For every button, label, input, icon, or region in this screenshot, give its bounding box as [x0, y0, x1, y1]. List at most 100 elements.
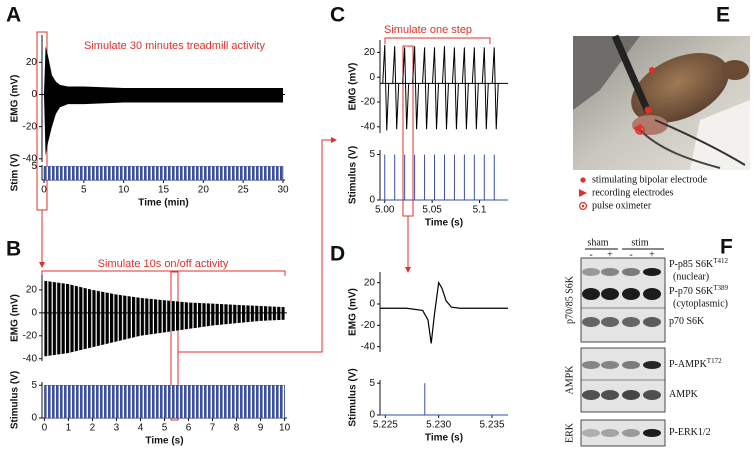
y-tick-label: -40 — [23, 153, 38, 164]
blot-band — [582, 429, 600, 437]
x-tick-label: 4 — [138, 423, 144, 434]
annotation: Simulate 10s on/off activity — [98, 258, 229, 270]
x-tick-label: 2 — [90, 423, 96, 434]
chart-panel: -40 -20 0 20 EMG (mV) — [348, 272, 508, 352]
y-tick-label: 20 — [26, 285, 38, 296]
blot-band — [582, 268, 600, 276]
x-tick-label: 15 — [158, 185, 170, 196]
blot-band — [643, 317, 661, 327]
photo-legend: stimulating bipolar electrode recording … — [578, 174, 708, 211]
y-tick-label: 0 — [31, 89, 37, 100]
blot-band — [622, 390, 640, 400]
band-name: p70 S6K — [669, 316, 705, 327]
blot-band — [643, 429, 661, 437]
chart-panel: 5 Stim (V) 0 5 10 15 20 25 30 Time (min) — [10, 154, 289, 209]
spike — [471, 47, 479, 130]
photo — [573, 34, 750, 170]
y-tick-label: 0 — [31, 413, 37, 424]
band-note: (cytoplasmic) — [673, 298, 728, 309]
x-tick-label: 5.1 — [473, 205, 487, 216]
y-tick-label: -20 — [361, 320, 376, 331]
x-tick-label: 5.225 — [373, 420, 398, 431]
blot-band — [622, 268, 640, 276]
blot-band — [582, 317, 600, 327]
red-guides — [36, 31, 491, 421]
band-label: P-p70 S6KT389 — [669, 284, 728, 298]
y-tick-label: -20 — [23, 330, 38, 341]
legend-entry: recording electrodes — [592, 187, 673, 198]
band-site: T412 — [713, 257, 728, 265]
y-tick-label: 5 — [31, 380, 37, 391]
blot-band — [582, 390, 600, 400]
panel-letter: B — [6, 238, 21, 261]
panel-letter: E — [716, 4, 730, 27]
y-tick-label: -40 — [23, 353, 38, 364]
y-tick-label: 0 — [369, 410, 375, 421]
y-tick-label: -20 — [361, 97, 376, 108]
spike — [382, 44, 390, 131]
x-axis-label: Time (s) — [425, 433, 463, 444]
x-tick-label: 7 — [210, 423, 216, 434]
lane-label: - — [589, 249, 592, 260]
blot-band — [601, 288, 619, 300]
y-axis-label: Stimulus (V) — [348, 146, 359, 204]
section-label: AMPK — [564, 365, 575, 395]
spike — [481, 47, 489, 130]
x-tick-label: 10 — [279, 423, 291, 434]
x-axis-label: Time (min) — [138, 198, 188, 209]
chart-panel: -40 -20 0 20 EMG (mV) — [348, 40, 508, 133]
y-axis-label: EMG (mV) — [348, 288, 359, 336]
y-tick-label: 5 — [31, 161, 37, 172]
blot-band — [643, 390, 661, 400]
lane-label: + — [649, 249, 655, 260]
section-label: p70/85 S6K — [564, 275, 575, 324]
panel-letter: A — [6, 4, 21, 27]
stimulus-band — [43, 166, 284, 181]
x-tick-label: 5.05 — [422, 205, 442, 216]
y-tick-label: 0 — [369, 72, 375, 83]
blot-band — [601, 429, 619, 437]
x-tick-label: 30 — [277, 185, 289, 196]
x-axis-label: Time (s) — [425, 218, 463, 229]
x-tick-label: 9 — [258, 423, 264, 434]
x-tick-label: 0 — [41, 185, 47, 196]
band-label: P-ERK1/2 — [669, 427, 711, 438]
group-label: sham — [587, 237, 608, 248]
band-name: P-p70 S6K — [669, 286, 714, 297]
x-tick-label: 8 — [234, 423, 240, 434]
blot-band — [622, 317, 640, 327]
x-tick-label: 10 — [118, 185, 130, 196]
chart-panel: -40 -20 0 20 EMG (mV) — [10, 275, 287, 364]
y-axis-label: Stim (V) — [10, 154, 21, 192]
y-tick-label: 0 — [31, 307, 37, 318]
spike — [422, 47, 430, 130]
x-tick-label: 0 — [42, 423, 48, 434]
chart-panel: -40 -20 0 20 EMG (mV) — [10, 35, 285, 164]
y-tick-label: 20 — [364, 277, 376, 288]
y-axis-label: Stimulus (V) — [10, 371, 21, 429]
lane-label: - — [629, 249, 632, 260]
spike — [461, 47, 469, 130]
blot-band — [622, 429, 640, 437]
legend-entry: stimulating bipolar electrode — [592, 174, 708, 185]
band-label: AMPK — [669, 389, 699, 400]
band-name: P-AMPK — [669, 359, 708, 370]
y-axis-label: Stimulus (V) — [348, 368, 359, 426]
x-axis-label: Time (s) — [145, 436, 183, 447]
y-tick-label: 20 — [364, 47, 376, 58]
x-tick-label: 5.235 — [479, 420, 504, 431]
blot-band — [643, 361, 661, 369]
band-site: T172 — [707, 357, 722, 365]
spike — [441, 46, 449, 130]
blot-band — [582, 288, 600, 300]
x-tick-label: 5.00 — [375, 205, 395, 216]
chart-panel: 0 5 Stimulus (V) 5.225 5.230 5.235 Time (s) — [348, 368, 508, 444]
panel-letter: C — [330, 4, 345, 27]
y-tick-label: 0 — [369, 195, 375, 206]
spike — [491, 47, 499, 130]
band-name: P-p85 S6K — [669, 259, 714, 270]
band-name: P-ERK1/2 — [669, 427, 711, 438]
emg-envelope — [43, 46, 284, 156]
western-blot: sham stim - + - + p70/85 S6K AMPK ERK P-… — [564, 237, 728, 447]
